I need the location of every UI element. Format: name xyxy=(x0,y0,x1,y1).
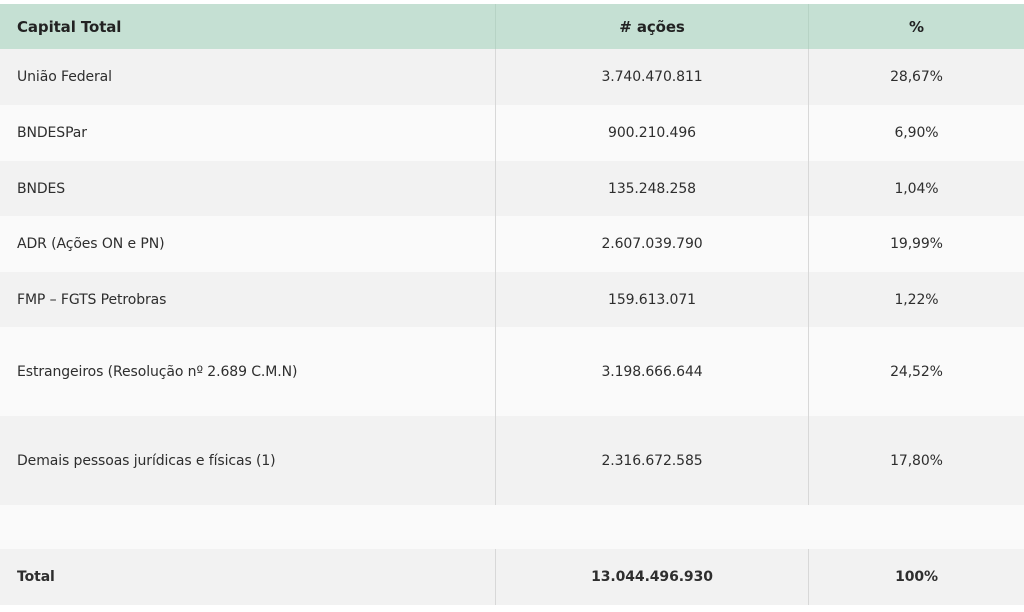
table-row: Estrangeiros (Resolução nº 2.689 C.M.N) … xyxy=(0,327,1024,416)
capital-table: Capital Total # ações % União Federal 3.… xyxy=(0,4,1024,605)
row-percent: 17,80% xyxy=(808,416,1024,505)
row-shares: 2.607.039.790 xyxy=(495,216,808,272)
row-holder: FMP – FGTS Petrobras xyxy=(17,291,167,308)
total-label: Total xyxy=(17,569,55,585)
table-row: BNDES 135.248.258 1,04% xyxy=(0,161,1024,216)
row-holder: Estrangeiros (Resolução nº 2.689 C.M.N) xyxy=(17,363,298,380)
table-row: Demais pessoas jurídicas e físicas (1) 2… xyxy=(0,416,1024,505)
table-row: FMP – FGTS Petrobras 159.613.071 1,22% xyxy=(0,272,1024,327)
table-header-row: Capital Total # ações % xyxy=(0,4,1024,49)
table-row: ADR (Ações ON e PN) 2.607.039.790 19,99% xyxy=(0,216,1024,272)
row-holder: BNDES xyxy=(17,180,66,197)
total-shares: 13.044.496.930 xyxy=(495,549,808,605)
row-shares: 135.248.258 xyxy=(495,161,808,216)
row-shares: 900.210.496 xyxy=(495,105,808,161)
table-spacer-row xyxy=(0,505,1024,549)
row-percent: 6,90% xyxy=(808,105,1024,161)
header-shares: # ações xyxy=(495,4,808,49)
row-percent: 1,04% xyxy=(808,161,1024,216)
row-holder: Demais pessoas jurídicas e físicas (1) xyxy=(17,452,276,469)
row-shares: 3.198.666.644 xyxy=(495,327,808,416)
table-row: União Federal 3.740.470.811 28,67% xyxy=(0,49,1024,105)
row-shares: 3.740.470.811 xyxy=(495,49,808,105)
spacer-cell xyxy=(808,505,1024,549)
row-holder: União Federal xyxy=(17,69,112,85)
header-percent: % xyxy=(808,4,1024,49)
row-holder: ADR (Ações ON e PN) xyxy=(17,236,165,252)
row-percent: 24,52% xyxy=(808,327,1024,416)
row-shares: 2.316.672.585 xyxy=(495,416,808,505)
row-holder: BNDESPar xyxy=(17,125,87,141)
row-percent: 1,22% xyxy=(808,272,1024,327)
spacer-cell xyxy=(0,505,495,549)
total-percent: 100% xyxy=(808,549,1024,605)
row-shares: 159.613.071 xyxy=(495,272,808,327)
table-row: BNDESPar 900.210.496 6,90% xyxy=(0,105,1024,161)
header-capital-total: Capital Total xyxy=(17,17,122,36)
spacer-cell xyxy=(495,505,808,549)
row-percent: 28,67% xyxy=(808,49,1024,105)
table-total-row: Total 13.044.496.930 100% xyxy=(0,549,1024,605)
row-percent: 19,99% xyxy=(808,216,1024,272)
